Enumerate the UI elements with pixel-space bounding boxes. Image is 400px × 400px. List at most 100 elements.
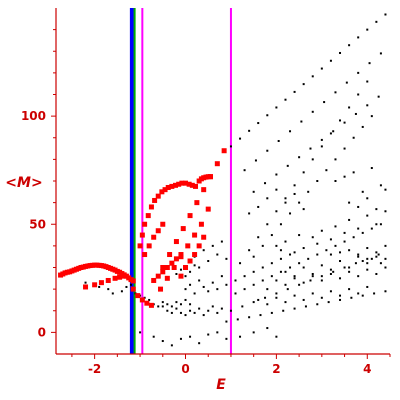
black-point xyxy=(339,298,342,301)
black-point xyxy=(211,244,214,247)
black-point xyxy=(311,75,314,78)
black-point xyxy=(225,337,228,340)
black-point xyxy=(220,275,223,278)
black-point xyxy=(289,253,292,256)
black-point xyxy=(189,283,192,286)
black-point xyxy=(279,270,282,273)
black-point xyxy=(311,272,314,275)
red-point xyxy=(105,277,111,283)
black-point xyxy=(229,309,232,312)
red-point xyxy=(165,184,171,190)
black-point xyxy=(366,285,369,288)
black-point xyxy=(207,290,210,293)
black-point xyxy=(175,307,178,310)
black-point xyxy=(339,51,342,54)
red-point xyxy=(171,265,177,270)
black-point xyxy=(348,44,351,47)
black-point xyxy=(184,314,187,317)
black-point xyxy=(252,190,255,193)
black-point xyxy=(304,305,307,308)
black-point xyxy=(329,132,332,135)
black-point xyxy=(348,266,351,269)
black-point xyxy=(384,244,387,247)
red-point xyxy=(196,243,202,249)
black-point xyxy=(179,311,182,314)
black-point xyxy=(307,257,310,260)
red-point xyxy=(192,252,198,258)
black-point xyxy=(202,314,205,317)
black-point xyxy=(298,283,301,286)
black-point xyxy=(366,104,369,107)
black-point xyxy=(320,275,323,278)
red-point xyxy=(130,278,136,284)
red-point xyxy=(144,300,150,306)
black-point xyxy=(248,212,251,215)
black-point xyxy=(252,331,255,334)
black-point xyxy=(261,266,264,269)
black-point xyxy=(170,311,173,314)
black-point xyxy=(384,257,387,260)
black-point xyxy=(366,262,369,265)
red-point xyxy=(160,269,166,275)
black-point xyxy=(293,307,296,310)
red-point xyxy=(142,221,148,227)
black-point xyxy=(379,223,382,226)
black-point xyxy=(161,340,164,343)
black-point xyxy=(266,223,269,226)
black-point xyxy=(307,190,310,193)
black-point xyxy=(345,81,348,84)
black-point xyxy=(184,298,187,301)
black-point xyxy=(379,184,382,187)
red-point xyxy=(198,221,204,227)
black-point xyxy=(316,303,319,306)
black-point xyxy=(334,244,337,247)
black-point xyxy=(357,253,360,256)
black-point xyxy=(275,244,278,247)
black-point xyxy=(293,275,296,278)
black-point xyxy=(216,331,219,334)
black-point xyxy=(329,290,332,293)
black-point xyxy=(316,253,319,256)
black-point xyxy=(334,158,337,161)
black-point xyxy=(339,251,342,254)
black-point xyxy=(275,279,278,282)
black-point xyxy=(284,197,287,200)
red-point xyxy=(169,260,175,266)
black-point xyxy=(302,298,305,301)
y-tick-label: 50 xyxy=(29,217,46,231)
black-point xyxy=(357,71,360,74)
black-point xyxy=(375,208,378,211)
black-point xyxy=(286,288,289,291)
black-point xyxy=(352,236,355,239)
black-point xyxy=(179,303,182,306)
red-point xyxy=(151,234,157,240)
black-point xyxy=(352,136,355,139)
red-point xyxy=(189,182,195,188)
black-point xyxy=(184,288,187,291)
black-point xyxy=(316,180,319,182)
black-point xyxy=(107,288,110,291)
black-point xyxy=(239,137,242,140)
red-point xyxy=(148,204,154,210)
black-point xyxy=(284,240,287,243)
black-point xyxy=(325,169,328,172)
black-point xyxy=(166,303,169,306)
black-point xyxy=(348,249,351,252)
black-point xyxy=(350,296,353,299)
black-point xyxy=(357,36,360,39)
black-point xyxy=(220,307,223,310)
black-point xyxy=(225,283,228,286)
black-point xyxy=(252,270,255,273)
black-point xyxy=(361,125,364,128)
black-point xyxy=(248,249,251,252)
black-point xyxy=(343,240,346,243)
black-point xyxy=(289,130,292,133)
black-point xyxy=(175,301,178,304)
black-point xyxy=(325,249,328,252)
red-point xyxy=(155,193,161,199)
black-point xyxy=(129,283,132,286)
black-point xyxy=(334,180,337,182)
y-tick-label: 100 xyxy=(21,109,46,123)
x-tick-label: 4 xyxy=(363,362,371,376)
